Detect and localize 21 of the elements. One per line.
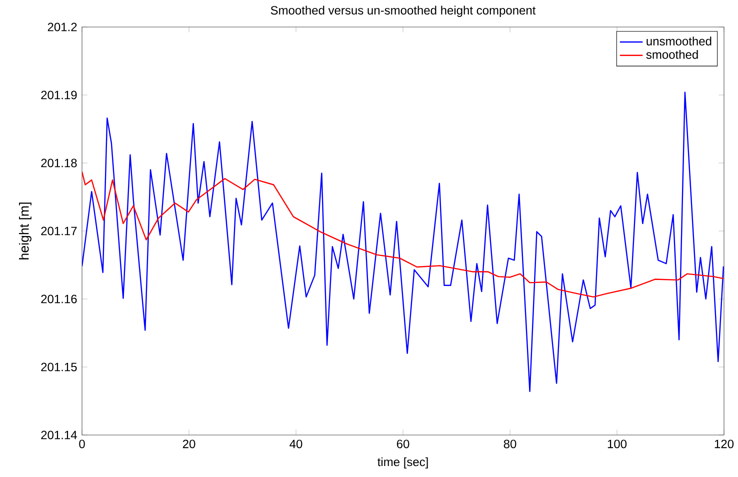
x-tick-label: 80 <box>504 440 516 448</box>
x-tick-label: 0 <box>79 440 85 448</box>
y-tick-label: 201.16 <box>41 294 77 304</box>
y-tick-label: 201.2 <box>48 22 77 32</box>
x-tick-label: 20 <box>182 440 196 448</box>
x-tick-label: 100 <box>608 440 627 448</box>
x-tick-label: 120 <box>714 440 734 448</box>
legend-label: unsmoothed <box>646 36 712 46</box>
y-tick-label: 201.14 <box>41 430 77 440</box>
chart-title: Smoothed versus un-smoothed height component <box>270 6 536 17</box>
y-axis-title: height [m] <box>19 202 32 260</box>
x-tick-label: 60 <box>396 440 410 448</box>
y-tick-label: 201.15 <box>41 362 77 372</box>
line-series <box>82 92 724 392</box>
y-tick-label: 201.19 <box>41 90 77 100</box>
x-axis-title: time [sec] <box>378 457 428 469</box>
line-series <box>82 171 724 298</box>
legend-label: smoothed <box>646 50 698 59</box>
x-tick-label: 40 <box>290 440 302 448</box>
y-tick-label: 201.18 <box>41 158 77 168</box>
y-tick-label: 201.17 <box>41 226 77 236</box>
